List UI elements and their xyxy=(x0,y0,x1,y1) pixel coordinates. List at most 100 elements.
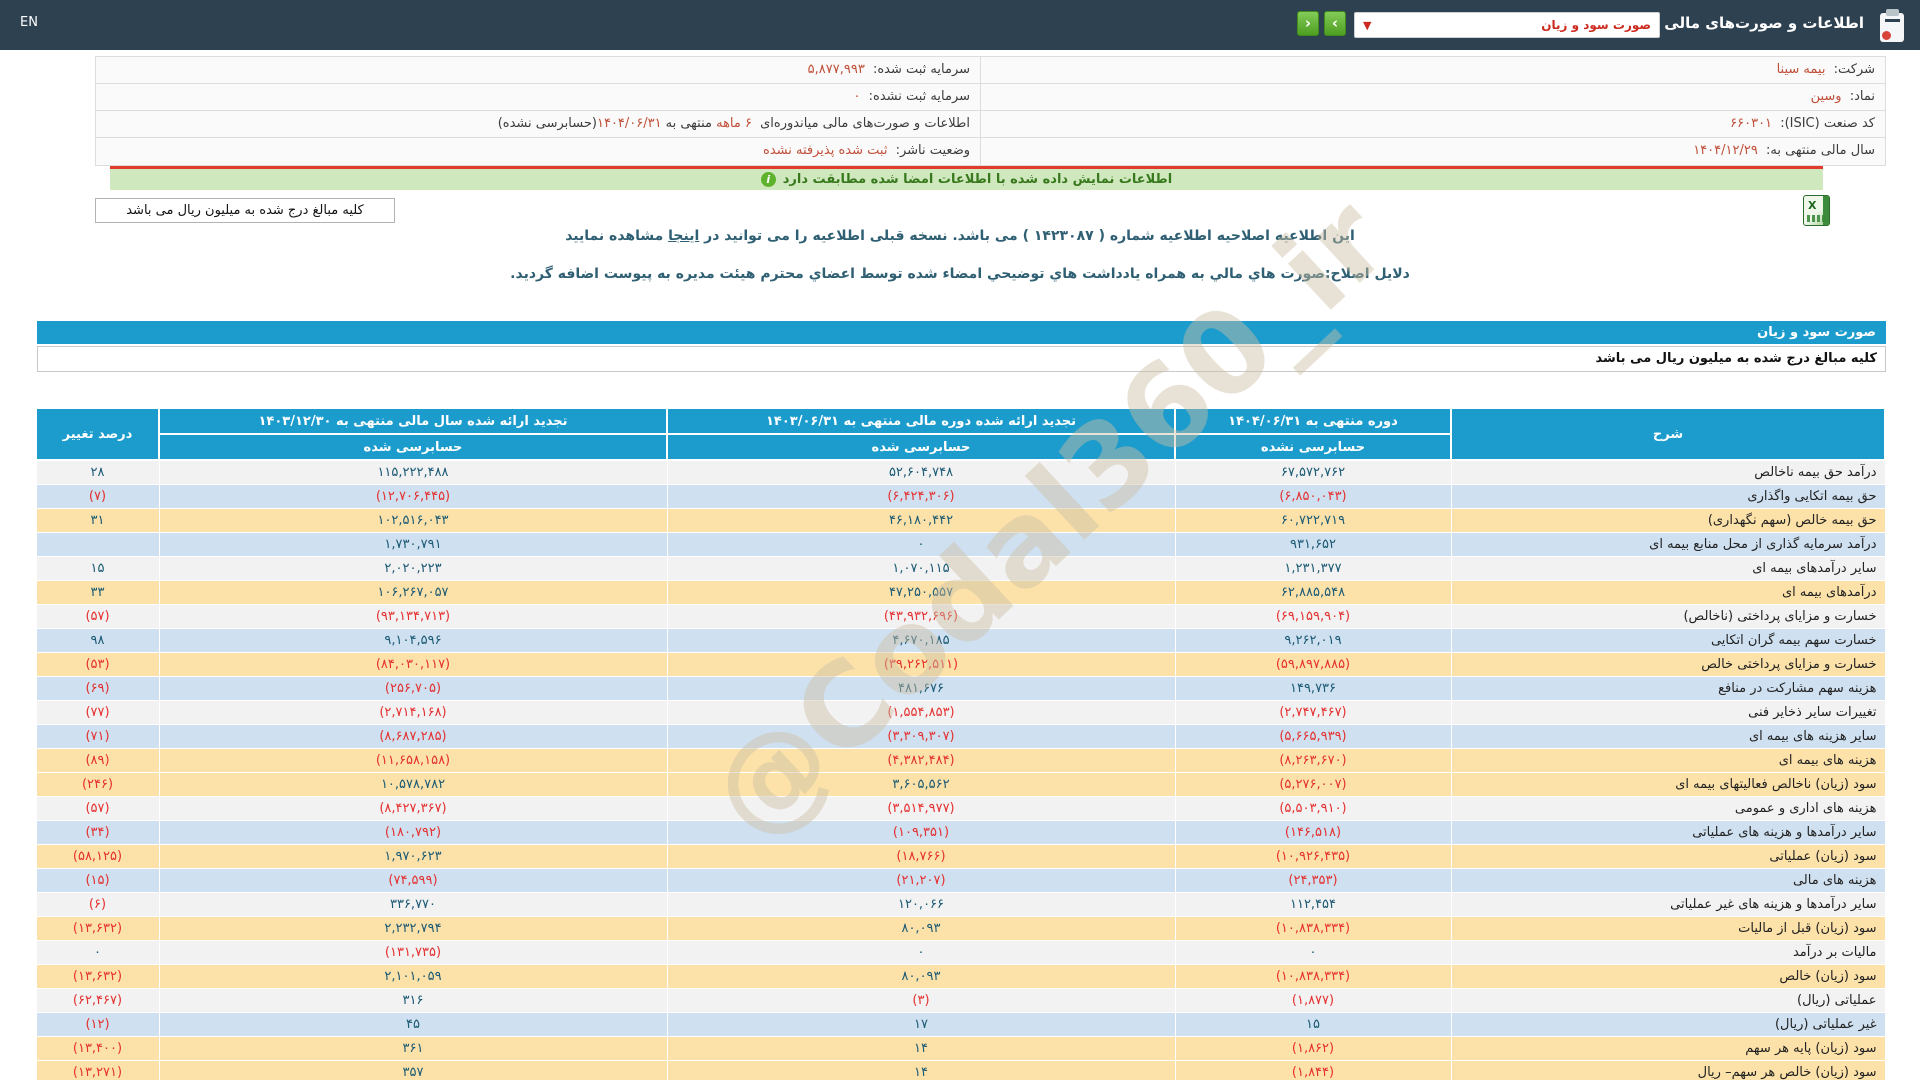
company-name-cell: شرکت: بیمه سینا xyxy=(980,57,1885,83)
table-header: شرح دوره منتهی به ۱۴۰۴/۰۶/۳۱ تجدید ارائه… xyxy=(35,407,1886,461)
value-percent-change: ۳۳ xyxy=(35,579,160,605)
table-row: خسارت سهم بیمه گران اتکایی ۹,۲۶۲,۰۱۹ ۴,۶… xyxy=(35,627,1886,653)
value-percent-change: (۱۳,۶۳۲) xyxy=(35,915,160,941)
value-percent-change: (۲۴۶) xyxy=(35,771,160,797)
statement-title-band: صورت سود و زیان xyxy=(37,321,1886,344)
signature-match-text: اطلاعات نمایش داده شده با اطلاعات امضا ش… xyxy=(782,172,1173,187)
row-description: سود (زیان) ناخالص فعالیتهای بیمه ای xyxy=(1450,771,1886,797)
row-description: سود (زیان) عملیاتی xyxy=(1450,843,1886,869)
value-current-period: ۶۲,۸۸۵,۵۴۸ xyxy=(1174,579,1452,605)
value-restated-year: (۱۸۰,۷۹۲) xyxy=(158,819,668,845)
value-percent-change: (۱۳,۲۷۱) xyxy=(35,1059,160,1080)
amendment-notice-line1: این اطلاعیه اصلاحیه اطلاعیه شماره ( ۱۴۲۳… xyxy=(0,228,1920,244)
table-row: هزینه های اداری و عمومی (۵,۵۰۳,۹۱۰) (۳,۵… xyxy=(35,795,1886,821)
amendment-reason-line: دلایل اصلاح:صورت هاي مالي به همراه یاددا… xyxy=(510,266,1410,282)
value-current-period: ۰ xyxy=(1174,939,1452,965)
company-info-table: شرکت: بیمه سینا سرمایه ثبت شده: ۵,۸۷۷,۹۹… xyxy=(95,56,1886,166)
isic-label: کد صنعت (ISIC): xyxy=(1780,116,1875,131)
period-info-cell: اطلاعات و صورت‌های مالی میاندوره‌ای ۶ ما… xyxy=(96,111,980,137)
publisher-status-label: وضعیت ناشر: xyxy=(895,143,971,158)
table-row: سایر هزینه های بیمه ای (۵,۶۶۵,۹۳۹) (۳,۳۰… xyxy=(35,723,1886,749)
value-percent-change: ۲۸ xyxy=(35,459,160,485)
value-current-period: (۱۴۶,۵۱۸) xyxy=(1174,819,1452,845)
chevron-down-icon: ▼ xyxy=(1363,18,1372,32)
value-current-period: ۹,۲۶۲,۰۱۹ xyxy=(1174,627,1452,653)
excel-export-icon[interactable]: X xyxy=(1803,195,1830,226)
language-toggle-en[interactable]: EN xyxy=(20,15,38,30)
info-row-1: شرکت: بیمه سینا سرمایه ثبت شده: ۵,۸۷۷,۹۹… xyxy=(96,57,1885,84)
value-restated-period: ۴۶,۱۸۰,۴۴۲ xyxy=(666,507,1176,533)
value-restated-year: ۳۶۱ xyxy=(158,1035,668,1061)
publisher-status-value: ثبت شده پذیرفته نشده xyxy=(763,143,888,158)
table-row: خسارت و مزایای پرداختی (ناخالص) (۶۹,۱۵۹,… xyxy=(35,603,1886,629)
value-current-period: (۸,۲۶۳,۶۷۰) xyxy=(1174,747,1452,773)
value-current-period: ۱۴۹,۷۳۶ xyxy=(1174,675,1452,701)
row-description: تغییرات سایر ذخایر فنی xyxy=(1450,699,1886,725)
row-description: سایر درآمدها و هزینه های غیر عملیاتی xyxy=(1450,891,1886,917)
value-restated-period: (۴,۳۸۲,۴۸۴) xyxy=(666,747,1176,773)
table-row: تغییرات سایر ذخایر فنی (۲,۷۴۷,۴۶۷) (۱,۵۵… xyxy=(35,699,1886,725)
row-description: سایر درآمدهای بیمه ای xyxy=(1450,555,1886,581)
table-row: درآمد سرمایه گذاری از محل منابع بیمه ای … xyxy=(35,531,1886,557)
value-percent-change: (۷۷) xyxy=(35,699,160,725)
nav-forward-button[interactable]: › xyxy=(1324,11,1346,36)
value-percent-change: (۶۲,۴۶۷) xyxy=(35,987,160,1013)
row-description: عملیاتی (ریال) xyxy=(1450,987,1886,1013)
row-description: هزینه های اداری و عمومی xyxy=(1450,795,1886,821)
value-percent-change: (۱۲) xyxy=(35,1011,160,1037)
row-description: خسارت و مزایای پرداختی (ناخالص) xyxy=(1450,603,1886,629)
value-restated-period: (۶,۴۲۴,۳۰۶) xyxy=(666,483,1176,509)
value-percent-change: (۵۷) xyxy=(35,795,160,821)
period-info-text: اطلاعات و صورت‌های مالی میاندوره‌ای xyxy=(755,116,971,131)
row-description: سایر هزینه های بیمه ای xyxy=(1450,723,1886,749)
info-row-4: سال مالی منتهی به: ۱۴۰۴/۱۲/۲۹ وضعیت ناشر… xyxy=(96,138,1885,165)
table-row: سود (زیان) پایه هر سهم (۱,۸۶۲) ۱۴ ۳۶۱ (۱… xyxy=(35,1035,1886,1061)
fiscal-year-cell: سال مالی منتهی به: ۱۴۰۴/۱۲/۲۹ xyxy=(980,138,1885,165)
value-restated-year: (۸,۶۸۷,۲۸۵) xyxy=(158,723,668,749)
value-restated-period: (۱۸,۷۶۶) xyxy=(666,843,1176,869)
value-restated-year: (۷۴,۵۹۹) xyxy=(158,867,668,893)
row-description: درآمد حق بیمه ناخالص xyxy=(1450,459,1886,485)
value-restated-year: ۱,۹۷۰,۶۲۳ xyxy=(158,843,668,869)
col-header-restated-year: تجدید ارائه شده سال مالی منتهی به ۱۴۰۳/۱… xyxy=(158,407,668,435)
value-percent-change: (۵۸,۱۲۵) xyxy=(35,843,160,869)
clipboard-icon xyxy=(1876,8,1904,42)
info-row-2: نماد: وسین سرمایه ثبت نشده: ۰ xyxy=(96,84,1885,111)
subheader-audited-period: حسابرسی شده xyxy=(666,433,1176,461)
value-restated-year: (۸,۴۲۷,۳۶۷) xyxy=(158,795,668,821)
col-header-restated-period: تجدید ارائه شده دوره مالی منتهی به ۱۴۰۳/… xyxy=(666,407,1176,435)
value-current-period: (۱,۸۴۴) xyxy=(1174,1059,1452,1080)
row-description: سود (زیان) قبل از مالیات xyxy=(1450,915,1886,941)
income-table-body: درآمد حق بیمه ناخالص ۶۷,۵۷۲,۷۶۲ ۵۲,۶۰۴,۷… xyxy=(35,459,1886,1080)
value-restated-period: (۴۳,۹۳۲,۶۹۶) xyxy=(666,603,1176,629)
table-row: عملیاتی (ریال) (۱,۸۷۷) (۳) ۳۱۶ (۶۲,۴۶۷) xyxy=(35,987,1886,1013)
value-restated-year: (۱۱,۶۵۸,۱۵۸) xyxy=(158,747,668,773)
value-restated-period: ۰ xyxy=(666,531,1176,557)
table-row: حق بیمه اتکایی واگذاری (۶,۸۵۰,۰۴۳) (۶,۴۲… xyxy=(35,483,1886,509)
value-percent-change: (۵۷) xyxy=(35,603,160,629)
row-description: خسارت و مزایای پرداختی خالص xyxy=(1450,651,1886,677)
value-current-period: ۶۰,۷۲۲,۷۱۹ xyxy=(1174,507,1452,533)
value-restated-period: (۱۰۹,۳۵۱) xyxy=(666,819,1176,845)
registered-capital-label: سرمایه ثبت شده: xyxy=(872,62,971,77)
statement-select-dropdown[interactable]: صورت سود و زیان ▼ xyxy=(1354,12,1660,38)
value-percent-change xyxy=(35,531,160,557)
value-current-period: ۹۳۱,۶۵۲ xyxy=(1174,531,1452,557)
previous-announcement-link[interactable]: اینجا xyxy=(668,228,700,244)
table-row: سایر درآمدهای بیمه ای ۱,۲۳۱,۳۷۷ ۱,۰۷۰,۱۱… xyxy=(35,555,1886,581)
table-row: هزینه های بیمه ای (۸,۲۶۳,۶۷۰) (۴,۳۸۲,۴۸۴… xyxy=(35,747,1886,773)
unregistered-capital-label: سرمایه ثبت نشده: xyxy=(868,89,971,104)
value-restated-year: ۱۱۵,۲۲۲,۴۸۸ xyxy=(158,459,668,485)
nav-back-button[interactable]: ‹ xyxy=(1297,11,1319,36)
dropdown-selected-value: صورت سود و زیان xyxy=(1541,18,1651,32)
subheader-unaudited: حسابرسی نشده xyxy=(1174,433,1452,461)
value-restated-year: ۱۰,۵۷۸,۷۸۲ xyxy=(158,771,668,797)
row-description: هزینه سهم مشارکت در منافع xyxy=(1450,675,1886,701)
period-end-date-value: ۱۴۰۴/۰۶/۳۱ xyxy=(596,116,662,131)
value-restated-year: ۲,۱۰۱,۰۵۹ xyxy=(158,963,668,989)
info-icon: i xyxy=(760,172,776,187)
table-row: درآمد حق بیمه ناخالص ۶۷,۵۷۲,۷۶۲ ۵۲,۶۰۴,۷… xyxy=(35,459,1886,485)
value-restated-period: (۳,۵۱۴,۹۷۷) xyxy=(666,795,1176,821)
value-restated-period: ۳,۶۰۵,۵۶۲ xyxy=(666,771,1176,797)
row-description: مالیات بر درآمد xyxy=(1450,939,1886,965)
